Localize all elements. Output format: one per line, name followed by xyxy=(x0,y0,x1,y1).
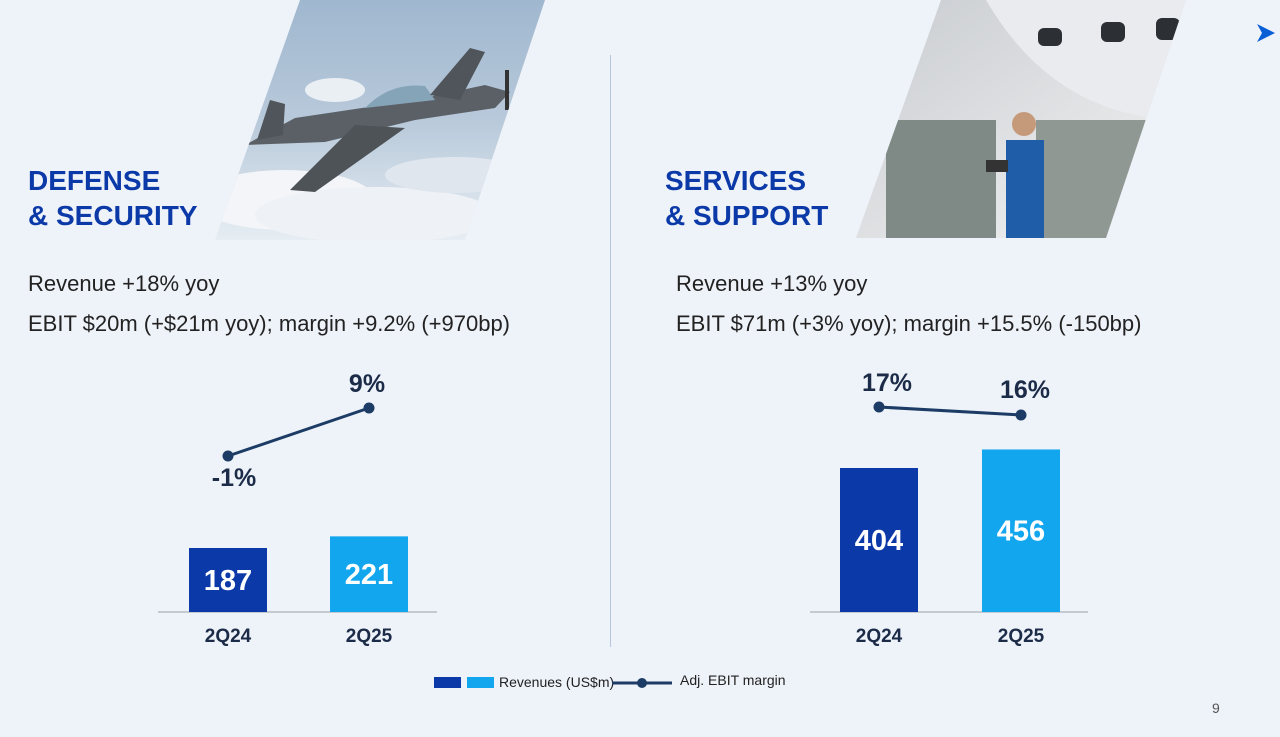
services-ebit-point-2q24 xyxy=(873,401,885,413)
legend-swatch-light xyxy=(467,677,494,688)
defense-title-line1: DEFENSE xyxy=(28,165,161,196)
defense-section-title: DEFENSE & SECURITY xyxy=(28,163,198,233)
services-section-title: SERVICES & SUPPORT xyxy=(665,163,828,233)
services-title-line2: & SUPPORT xyxy=(665,200,829,231)
services-ebit-margin-line xyxy=(878,405,1022,417)
arrow-right-icon[interactable] xyxy=(1254,22,1278,44)
services-bar-value-2q25: 456 xyxy=(997,516,1045,548)
defense-ebit-label-2q25: 9% xyxy=(349,370,385,398)
services-category-label-2q24: 2Q24 xyxy=(856,626,903,647)
services-bar-2q25 xyxy=(982,449,1060,612)
defense-ebit-point-2q25 xyxy=(363,402,375,414)
services-ebit-label-2q24: 17% xyxy=(862,369,912,397)
section-divider xyxy=(610,55,611,647)
defense-revenue-kpi: Revenue +18% yoy xyxy=(28,271,220,296)
services-bar-2q24 xyxy=(840,468,918,612)
services-kpis: Revenue +13% yoy EBIT $71m (+3% yoy); ma… xyxy=(676,264,1141,344)
defense-bar-2q25 xyxy=(330,536,408,612)
services-ebit-kpi: EBIT $71m (+3% yoy); margin +15.5% (-150… xyxy=(676,311,1142,336)
legend-line-marker-icon xyxy=(612,678,672,688)
legend-swatch-dark xyxy=(434,677,461,688)
defense-ebit-point-2q24 xyxy=(222,450,234,462)
defense-ebit-kpi: EBIT $20m (+$21m yoy); margin +9.2% (+97… xyxy=(28,311,511,336)
services-title-line1: SERVICES xyxy=(665,165,807,196)
defense-bar-value-2q24: 187 xyxy=(204,565,252,597)
defense-ebit-label-2q24: -1% xyxy=(212,464,256,492)
legend-revenues-label: Revenues (US$m) xyxy=(499,674,615,690)
defense-category-label-2q24: 2Q24 xyxy=(205,626,252,647)
defense-ebit-margin-line xyxy=(227,406,370,458)
defense-bar-value-2q25: 221 xyxy=(345,559,393,591)
services-ebit-point-2q25 xyxy=(1015,409,1027,421)
services-maintenance-photo xyxy=(856,0,1186,238)
defense-bar-2q24 xyxy=(189,548,267,612)
defense-kpis: Revenue +18% yoy EBIT $20m (+$21m yoy); … xyxy=(28,264,510,344)
services-ebit-label-2q25: 16% xyxy=(1000,376,1050,404)
page-number: 9 xyxy=(1212,700,1220,716)
defense-title-line2: & SECURITY xyxy=(28,200,198,231)
defense-category-label-2q25: 2Q25 xyxy=(346,626,393,647)
services-category-label-2q25: 2Q25 xyxy=(998,626,1045,647)
services-revenue-kpi: Revenue +13% yoy xyxy=(676,271,868,296)
legend-ebit-margin-label: Adj. EBIT margin xyxy=(680,672,786,688)
defense-aircraft-photo xyxy=(215,0,545,240)
services-bar-value-2q24: 404 xyxy=(855,525,903,557)
